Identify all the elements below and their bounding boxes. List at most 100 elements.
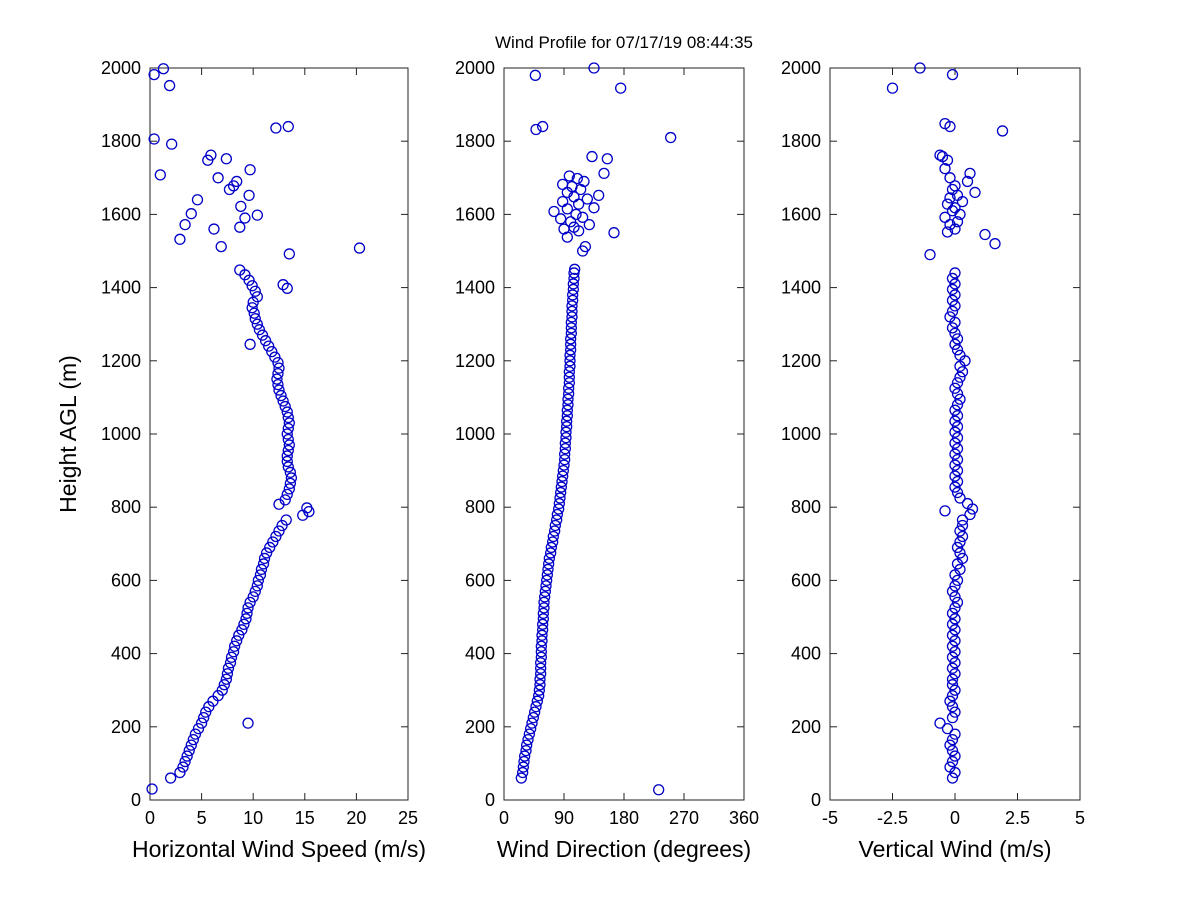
data-point-marker [569,263,581,275]
data-point-marker [886,82,899,94]
data-point-marker [946,322,959,334]
data-point-marker [563,377,575,389]
data-point-marker [936,150,949,163]
data-point-marker [565,333,577,345]
data-point-marker [568,221,580,233]
data-point-marker [949,327,961,340]
data-point-marker [563,366,575,378]
chart-title: Wind Profile for 07/17/19 08:44:35 [495,33,753,52]
data-point-marker [579,240,591,253]
data-point-marker [949,267,961,279]
data-point-marker [241,607,253,619]
data-point-marker [253,324,266,336]
y-tick-label: 600 [791,570,821,590]
data-point-marker [181,750,193,762]
y-tick-label: 400 [791,644,821,664]
data-point-marker [946,283,959,296]
data-point-marker [205,149,217,161]
data-point-marker [257,558,270,570]
data-point-marker [267,536,279,548]
data-point-marker [934,149,946,161]
x-tick-label: 180 [609,808,639,828]
data-point-marker [961,175,974,188]
data-point-marker [523,728,535,740]
data-point-marker [553,503,565,515]
data-point-marker [951,464,964,477]
data-point-marker [946,618,959,630]
data-point-marker [949,646,961,658]
data-point-marker [273,384,285,396]
data-point-marker [555,481,567,493]
data-point-marker [956,552,969,565]
data-point-marker [562,399,574,411]
y-tick-label: 1200 [781,351,821,371]
data-point-marker [944,172,956,184]
data-point-marker [949,278,961,290]
data-point-marker [542,563,554,576]
data-point-marker [251,291,263,303]
data-point-marker [954,536,966,548]
data-point-marker [234,221,246,233]
data-point-marker [567,278,579,290]
data-point-marker [561,421,573,433]
data-point-marker [964,167,976,180]
y-tick-label: 600 [111,570,141,590]
data-point-marker [531,695,543,707]
data-point-marker [946,305,959,318]
data-point-marker [535,662,547,674]
x-tick-label: 25 [398,808,418,828]
data-point-marker [615,82,627,94]
data-point-marker [593,189,605,202]
data-point-marker [951,421,964,433]
data-point-marker [601,153,613,165]
data-point-marker [564,349,576,361]
data-point-marker [235,200,247,212]
data-point-marker [949,668,961,680]
data-point-marker [266,345,278,358]
data-point-marker [946,68,959,81]
x-axis-label-wind-direction: Wind Direction (degrees) [496,836,752,862]
y-tick-label: 1000 [781,424,821,444]
data-point-marker [231,175,243,188]
data-point-marker [956,530,969,543]
x-axis-label-vertical-wind: Vertical Wind (m/s) [858,836,1052,862]
data-point-marker [535,657,547,669]
data-point-marker [535,640,547,652]
y-tick-label: 1800 [455,131,495,151]
data-point-marker [951,399,964,411]
x-tick-label: 10 [243,808,263,828]
data-point-marker [549,525,561,537]
data-point-marker [653,784,665,796]
data-point-marker [949,613,961,625]
data-point-marker [956,519,969,532]
data-point-marker [665,131,677,144]
data-point-marker [556,475,568,488]
data-point-marker [557,470,569,482]
y-tick-label: 1800 [101,131,141,151]
data-point-marker [951,596,964,609]
data-point-marker [565,322,577,334]
data-point-marker [185,739,197,751]
data-point-marker [183,744,195,757]
data-point-marker [535,651,547,663]
data-point-marker [543,558,555,570]
data-point-marker [228,640,241,652]
data-point-marker [518,755,530,768]
y-tick-label: 1400 [781,278,821,298]
data-point-marker [946,629,959,641]
data-point-marker [561,404,573,416]
data-point-marker [164,772,177,784]
data-point-marker [989,238,1001,250]
data-point-marker [251,318,263,330]
data-point-marker [949,404,961,416]
data-point-marker [946,690,959,702]
data-point-marker [353,242,366,254]
data-point-marker [941,198,954,210]
data-point-marker [281,428,293,440]
data-point-marker [284,466,297,479]
data-point-marker [255,563,268,576]
x-tick-label: 5 [197,808,207,828]
data-point-marker [559,453,571,466]
data-point-marker [553,497,565,510]
data-point-marker [272,378,284,391]
